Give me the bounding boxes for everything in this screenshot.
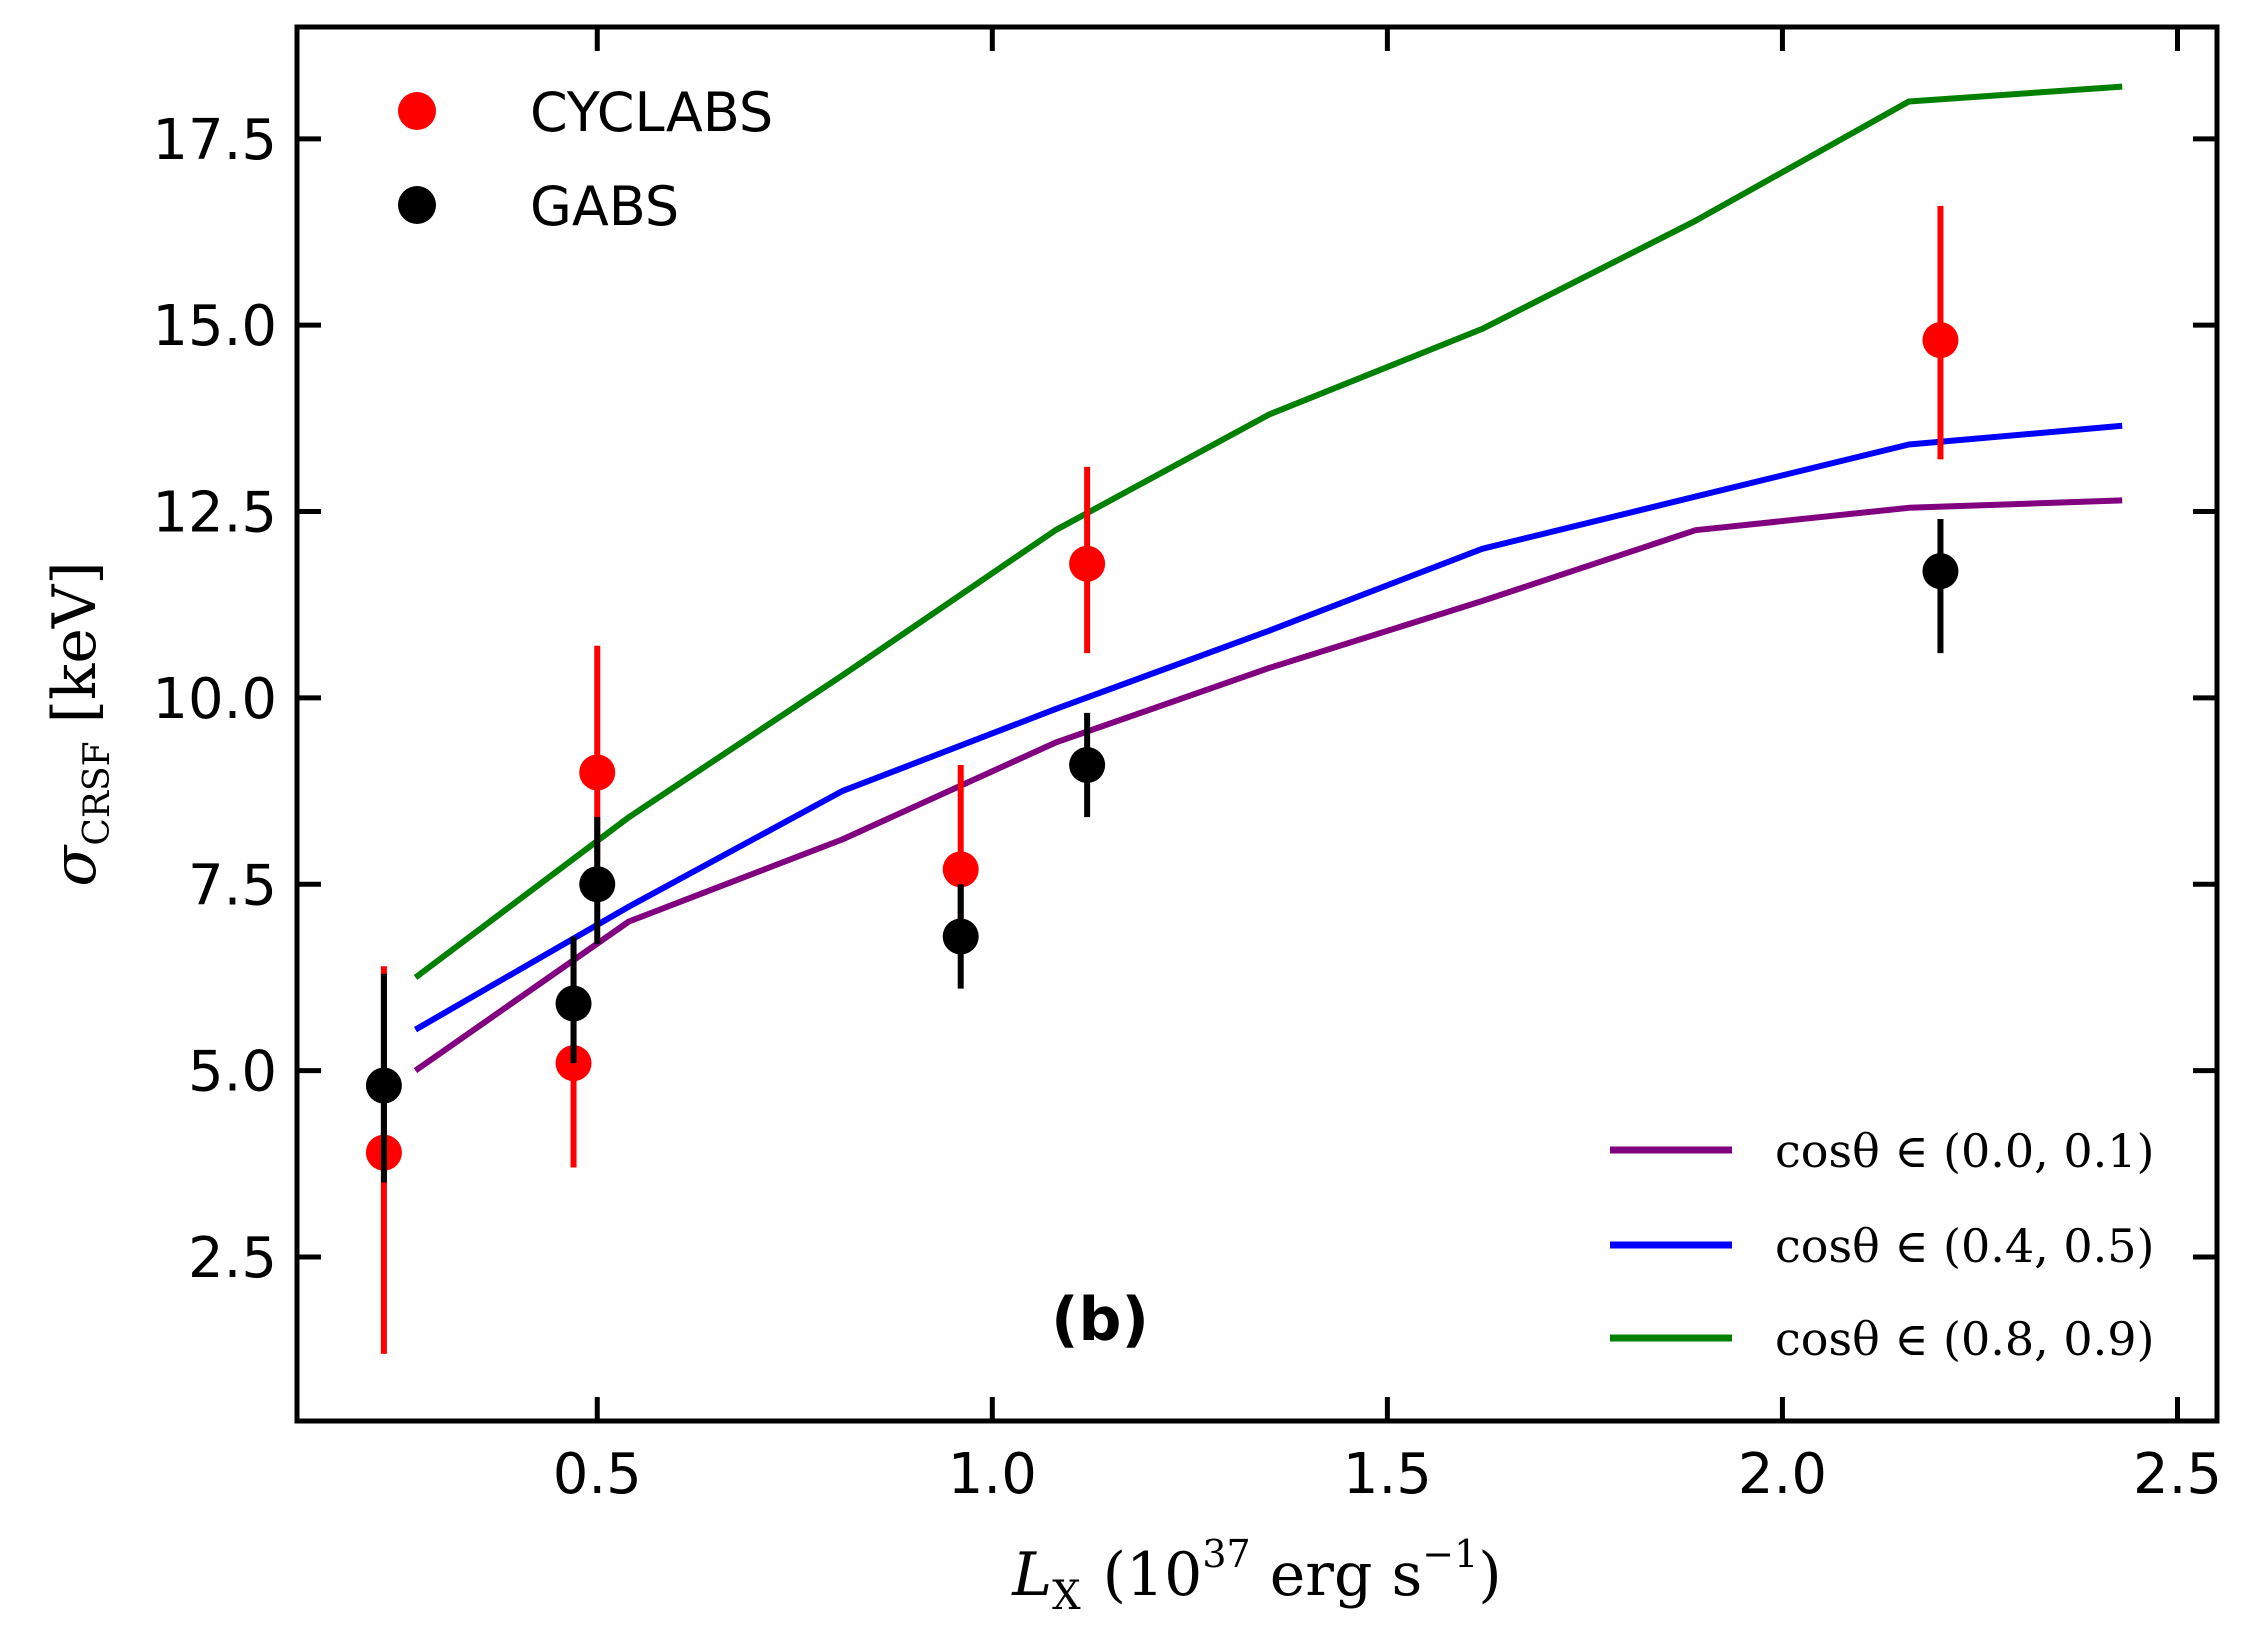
panel-label: (b) bbox=[1051, 1285, 1149, 1355]
x-tick-label-1: 1.0 bbox=[948, 1442, 1037, 1507]
y-tick-label-0: 2.5 bbox=[188, 1226, 277, 1291]
legend-points: CYCLABS GABS bbox=[398, 81, 773, 238]
data-point-gabs-5 bbox=[1922, 553, 1959, 590]
data-point-cyclabs-5 bbox=[1922, 322, 1959, 359]
y-axis-title: σCRSF[keV] bbox=[40, 561, 118, 886]
y-tick-label-6: 17.5 bbox=[152, 108, 277, 173]
legend-label-cyclabs: CYCLABS bbox=[530, 81, 773, 144]
plot-frame bbox=[294, 24, 2220, 1424]
y-tick-label-4: 12.5 bbox=[152, 481, 277, 546]
legend-label-gabs: GABS bbox=[530, 175, 679, 238]
y-tick-label-5: 15.0 bbox=[152, 294, 277, 359]
data-point-gabs-1 bbox=[555, 985, 592, 1022]
x-tick-label-3: 2.0 bbox=[1738, 1442, 1827, 1507]
data-point-cyclabs-4 bbox=[1069, 545, 1106, 582]
x-tick-label-2: 1.5 bbox=[1343, 1442, 1432, 1507]
legend-label-blue: cosθ ∈ (0.4, 0.5) bbox=[1775, 1219, 2155, 1273]
y-tick-label-2: 7.5 bbox=[188, 853, 277, 918]
data-point-gabs-4 bbox=[1069, 747, 1106, 783]
data-point-cyclabs-3 bbox=[942, 851, 979, 888]
series-line-0 bbox=[413, 497, 2123, 1074]
data-point-gabs-3 bbox=[942, 918, 979, 955]
legend-label-green: cosθ ∈ (0.8, 0.9) bbox=[1775, 1312, 2155, 1366]
y-tick-label-3: 10.0 bbox=[152, 667, 277, 732]
axis-ticks: 0.5 1.0 1.5 2.0 2.5 2.5 5.0 7.5 10.0 12.5 15.0 17.5 bbox=[152, 27, 2222, 1507]
y-tick-label-1: 5.0 bbox=[188, 1040, 277, 1105]
legend-marker-cyclabs bbox=[398, 92, 436, 130]
data-point-cyclabs-2 bbox=[579, 754, 616, 791]
x-tick-label-0: 0.5 bbox=[553, 1442, 642, 1507]
x-tick-label-4: 2.5 bbox=[2133, 1442, 2222, 1507]
x-axis-title: LX (1037 erg s−1) bbox=[1011, 1532, 1501, 1619]
data-points bbox=[365, 205, 1959, 1354]
data-point-gabs-0 bbox=[365, 1067, 402, 1104]
data-point-gabs-2 bbox=[579, 866, 616, 903]
series-line-2 bbox=[413, 83, 2123, 980]
model-lines bbox=[413, 83, 2123, 1074]
legend-label-purple: cosθ ∈ (0.0, 0.1) bbox=[1775, 1124, 2155, 1178]
legend-lines: cosθ ∈ (0.0, 0.1) cosθ ∈ (0.4, 0.5) cosθ… bbox=[1610, 1124, 2155, 1366]
legend-marker-gabs bbox=[398, 186, 436, 224]
series-line-1 bbox=[414, 422, 2123, 1033]
